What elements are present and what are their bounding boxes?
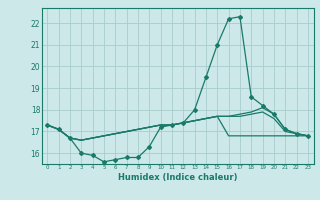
X-axis label: Humidex (Indice chaleur): Humidex (Indice chaleur) [118,173,237,182]
